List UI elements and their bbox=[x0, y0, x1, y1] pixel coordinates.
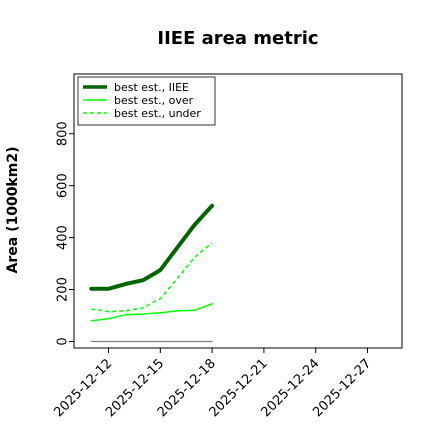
series-line bbox=[90, 303, 213, 322]
legend-label: best est., over bbox=[114, 94, 194, 107]
series-line bbox=[89, 203, 215, 291]
y-tick-label: 800 bbox=[56, 121, 71, 146]
y-axis-label: Area (1000km2) bbox=[5, 147, 21, 274]
legend-label: best est., under bbox=[114, 107, 201, 120]
series-line bbox=[91, 242, 213, 313]
y-ticks: 0 200 400 600 800 bbox=[56, 121, 74, 346]
x-ticks: 2025-12-122025-12-152025-12-182025-12-21… bbox=[51, 348, 374, 420]
y-tick-label: 600 bbox=[56, 173, 71, 198]
legend-label: best est., IIEE bbox=[114, 81, 189, 94]
series-lines bbox=[89, 203, 215, 343]
y-tick-label: 400 bbox=[56, 225, 71, 250]
plot-frame bbox=[73, 73, 403, 349]
y-tick-label: 200 bbox=[56, 277, 71, 302]
chart-title: IIEE area metric bbox=[157, 28, 318, 49]
y-tick-label: 0 bbox=[56, 337, 71, 345]
legend-box bbox=[77, 76, 216, 126]
